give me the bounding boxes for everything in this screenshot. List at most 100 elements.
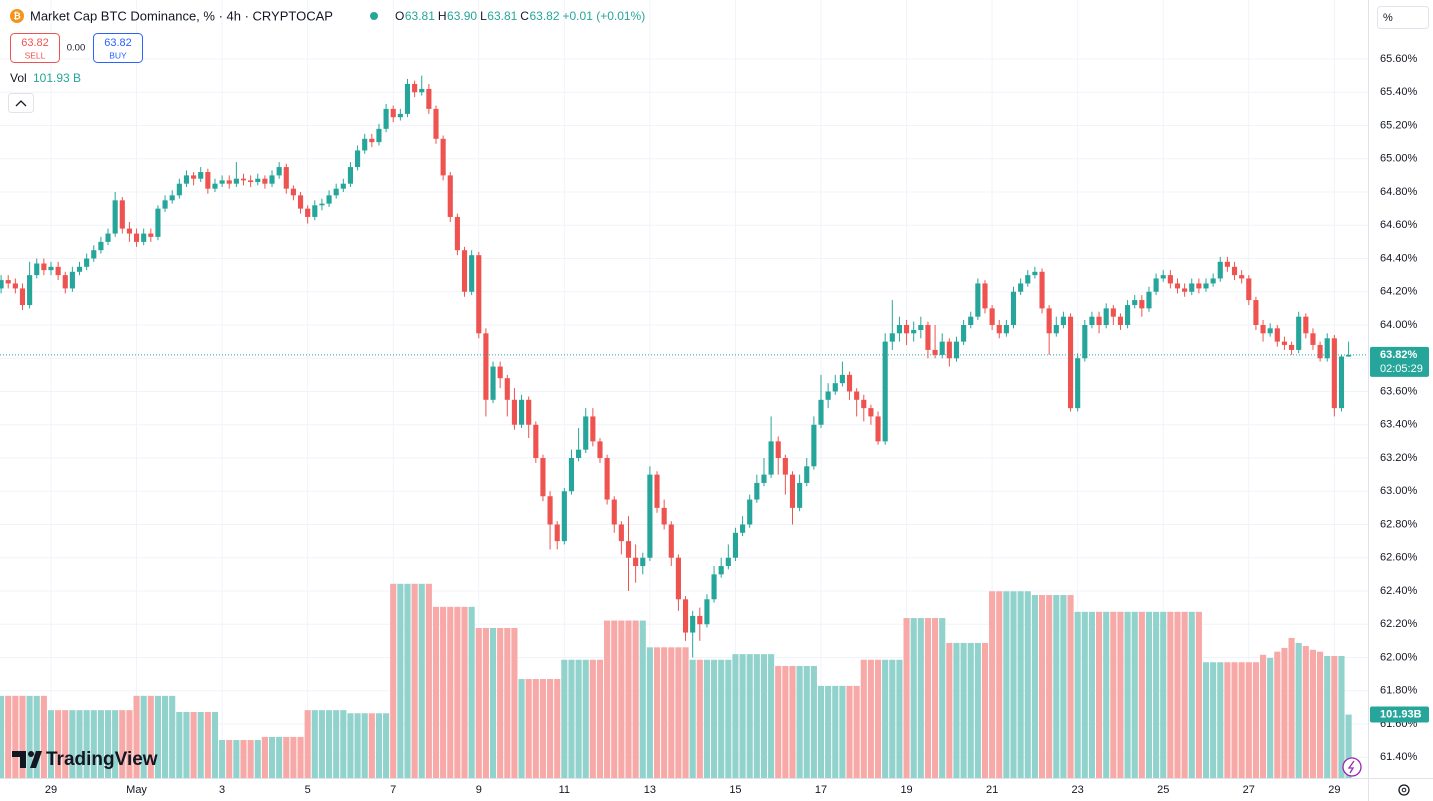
volume-bar (1317, 651, 1324, 778)
candle-body (1089, 316, 1095, 325)
candle-body (718, 566, 724, 575)
volume-bar (176, 712, 183, 778)
volume-bar (1067, 595, 1074, 778)
volume-bar (1188, 611, 1195, 778)
candle-body (704, 599, 710, 625)
volume-bar (219, 740, 226, 778)
candle-body (789, 474, 796, 508)
candle-body (518, 399, 525, 425)
volume-bar (1267, 657, 1274, 778)
x-tick-label: 29 (1328, 784, 1340, 796)
volume-bar (967, 642, 974, 778)
volume-bar (1238, 662, 1245, 778)
x-tick-label: 27 (1243, 784, 1255, 796)
candle-body (761, 474, 767, 483)
volume-bar (325, 710, 333, 778)
volume-bar (1345, 714, 1352, 778)
volume-bar (981, 642, 989, 778)
volume-bar (425, 583, 432, 778)
candle-body (1196, 283, 1202, 289)
volume-bar (1288, 637, 1295, 778)
candle-body (797, 482, 803, 508)
candle-body (1160, 275, 1166, 279)
volume-bar (140, 695, 147, 778)
candle-body (1139, 300, 1145, 309)
volume-bar (1281, 647, 1288, 778)
logo-mark (12, 751, 26, 768)
volume-bar (133, 695, 140, 778)
volume-bar (1153, 611, 1160, 778)
candle-body (654, 474, 660, 508)
sell-button[interactable] (10, 33, 60, 63)
volume-bar (1024, 591, 1031, 778)
ohlc-key: H (438, 9, 447, 23)
volume-bar (154, 695, 162, 778)
volume-bar (190, 712, 197, 778)
candle-body (882, 341, 888, 442)
ohlc-change: +0.01 (+0.01%) (563, 9, 646, 23)
scale-button[interactable] (1377, 6, 1429, 29)
candle-body (533, 424, 539, 458)
candle-body (1210, 278, 1216, 284)
volume-bar (946, 642, 953, 778)
volume-bar (119, 710, 126, 778)
volume-bar (1174, 611, 1181, 778)
candle-body (376, 128, 382, 143)
sell-label: SELL (25, 50, 46, 60)
buy-price: 63.82 (104, 37, 132, 49)
candle-body (397, 113, 403, 118)
volume-bar (475, 628, 482, 778)
candle-body (148, 233, 154, 237)
volume-bar (97, 710, 104, 778)
volume-bar (268, 736, 276, 778)
volume-bar (104, 710, 112, 778)
price-tag-value: 63.82% (1380, 349, 1418, 361)
volume-bar (1053, 595, 1060, 778)
x-tick-label: 9 (476, 784, 482, 796)
candle-body (440, 138, 446, 176)
candle-body (1132, 300, 1138, 306)
buy-button[interactable] (93, 33, 143, 63)
candle-body (1274, 328, 1280, 342)
x-tick-label: 17 (815, 784, 827, 796)
x-tick-label: 21 (986, 784, 998, 796)
candle-body (262, 178, 268, 184)
y-tick-label: 63.60% (1380, 385, 1418, 397)
candle-body (312, 205, 318, 217)
chart-title[interactable]: Market Cap BTC Dominance, % · 4h · CRYPT… (30, 8, 333, 23)
volume-bar (1138, 611, 1145, 778)
volume-bar (1124, 611, 1131, 778)
candle-body (412, 83, 418, 93)
volume-bar (796, 665, 803, 778)
axes: 61.40%61.60%61.80%62.00%62.20%62.40%62.6… (45, 53, 1429, 796)
volume-bar (775, 665, 782, 778)
candle-body (248, 180, 254, 183)
volume-bar (589, 659, 596, 778)
candle-body (911, 329, 917, 334)
candle-body (903, 324, 910, 334)
volume-bar (532, 679, 539, 778)
volume-bar (1003, 591, 1010, 778)
candle-body (590, 416, 596, 442)
y-tick-label: 64.60% (1380, 219, 1418, 231)
settings-icon[interactable] (1398, 784, 1410, 796)
collapse-button[interactable] (8, 93, 34, 113)
volume-bar (1217, 662, 1224, 778)
candle-body (1331, 338, 1337, 409)
volume-bar (454, 606, 461, 778)
volume-bar (0, 695, 5, 778)
candle-body (283, 167, 289, 189)
volume-bar (69, 710, 76, 778)
candle-body (1146, 291, 1152, 309)
candle-body (1110, 308, 1116, 317)
candle-body (561, 491, 567, 542)
volume-bar (112, 710, 119, 778)
candle-body (1260, 324, 1266, 334)
alert-icon[interactable] (1342, 757, 1362, 777)
volume-bar (1046, 595, 1053, 778)
candle-body (84, 258, 90, 267)
candle-body (961, 324, 967, 342)
candle-body (633, 557, 639, 567)
ohlc-value: 63.81 (487, 9, 517, 23)
candle-body (1203, 283, 1209, 289)
